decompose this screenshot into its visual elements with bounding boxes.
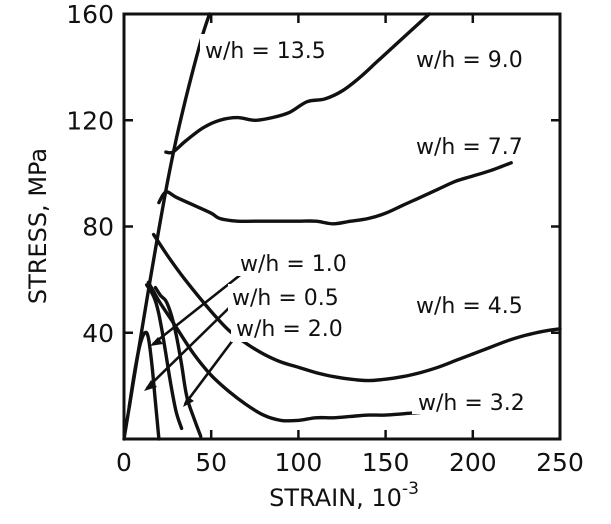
- label-bg-w-h-2-0: [231, 314, 377, 342]
- arrowhead-w-h-1-0: [150, 337, 163, 346]
- label-w-h-1-0: w/h = 1.0: [240, 252, 347, 277]
- series-line-w-h-13-5: [122, 12, 212, 441]
- label-bg-w-h-1-0: [235, 248, 375, 276]
- x-tick-label-200: 200: [449, 448, 497, 477]
- x-tick-label-50: 50: [195, 448, 227, 477]
- series-line-w-h-0-5: [145, 283, 184, 431]
- y-tick-label-40: 40: [82, 319, 114, 348]
- y-tick-label-160: 160: [66, 0, 114, 29]
- x-tick-label-250: 250: [536, 448, 584, 477]
- series-labels: w/h = 13.5 w/h = 9.0 w/h = 7.7 w/h = 1.0…: [200, 34, 558, 416]
- arrowhead-w-h-0-5: [144, 380, 157, 391]
- label-w-h-13-5: w/h = 13.5: [205, 39, 326, 64]
- x-axis-title-exponent: -3: [402, 479, 419, 499]
- x-tick-label-0: 0: [116, 448, 132, 477]
- arrowhead-w-h-2-0: [183, 396, 194, 407]
- axis-ticks: [124, 14, 560, 439]
- label-w-h-7-7: w/h = 7.7: [416, 135, 523, 160]
- label-w-h-9-0: w/h = 9.0: [416, 48, 523, 73]
- x-axis-title: STRAIN, 10-3: [269, 479, 419, 512]
- series-line-w-h-4-5: [151, 232, 562, 383]
- leader-arrows: [144, 270, 245, 407]
- y-tick-label-80: 80: [82, 213, 114, 242]
- tick-labels: 0 50 100 150 200 250 40 80 120 160: [66, 0, 584, 477]
- leader-arrow-w-h-0-5: [146, 304, 233, 389]
- label-w-h-2-0: w/h = 2.0: [236, 317, 343, 342]
- series-line-w-h-1-0: [127, 330, 161, 441]
- label-bg-w-h-13-5: [200, 34, 352, 64]
- label-w-h-0-5: w/h = 0.5: [232, 286, 339, 311]
- series-curves: [122, 12, 562, 441]
- series-line-w-h-9-0: [164, 12, 431, 155]
- series-line-w-h-7-7: [157, 161, 513, 226]
- label-bg-w-h-3-2: [412, 386, 558, 414]
- y-axis-title: STRESS, MPa: [24, 148, 52, 304]
- x-tick-label-100: 100: [275, 448, 323, 477]
- x-axis-title-base: STRAIN, 10: [269, 484, 402, 512]
- leader-arrow-w-h-2-0: [183, 335, 238, 405]
- label-w-h-3-2: w/h = 3.2: [418, 391, 525, 416]
- series-line-w-h-2-0: [153, 285, 203, 438]
- y-tick-label-120: 120: [66, 106, 114, 135]
- x-tick-label-150: 150: [362, 448, 410, 477]
- label-bg-w-h-0-5: [228, 284, 374, 312]
- label-w-h-4-5: w/h = 4.5: [416, 294, 523, 319]
